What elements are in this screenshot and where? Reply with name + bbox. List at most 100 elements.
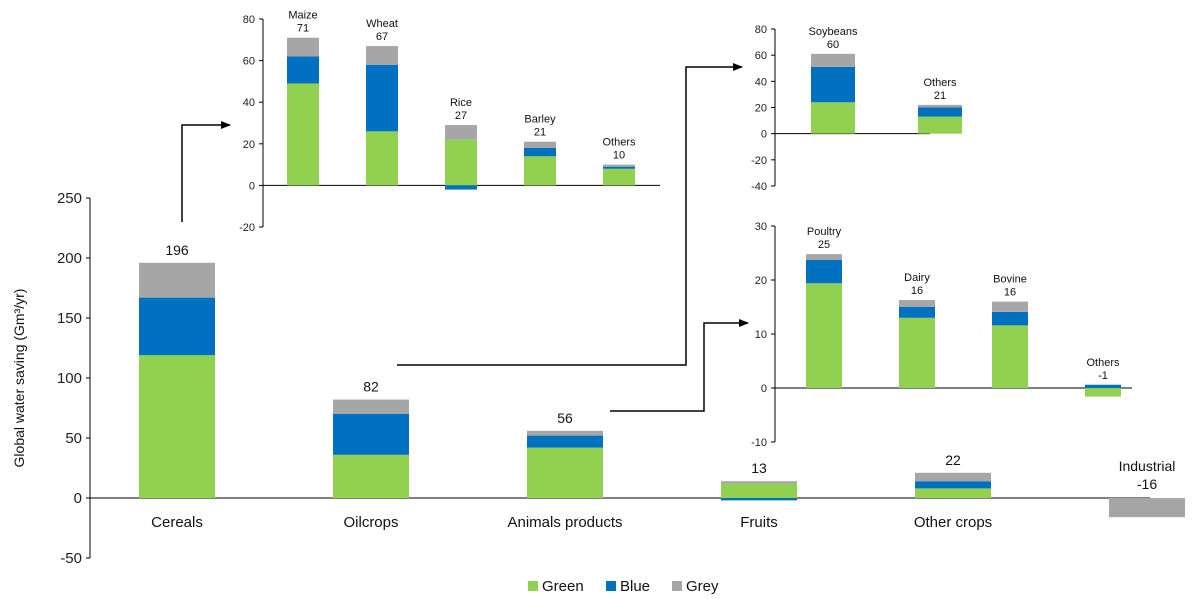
cereals-bar-others-green xyxy=(603,168,635,186)
arrow-cereals xyxy=(181,121,231,222)
main-bar-oilcrops-green xyxy=(333,454,409,498)
cereals-y-tick-label: 80 xyxy=(243,14,255,26)
legend: Green Blue Grey xyxy=(528,578,719,595)
main-y-tick-label: 0 xyxy=(74,490,82,507)
main-bar-fruits-blue xyxy=(721,498,797,501)
oilcrops-bar-others-blue xyxy=(918,107,962,117)
main-category-label: Fruits xyxy=(740,514,778,531)
animals-bar-poultry-green xyxy=(806,283,842,388)
cereals-bar-others-grey xyxy=(603,164,635,167)
legend-label-green: Green xyxy=(542,578,584,595)
oilcrops-bar-soybeans-blue xyxy=(811,66,855,103)
animals-bar-others-blue xyxy=(1085,384,1121,388)
main-bar-fruits-grey xyxy=(721,481,797,484)
animals-bar-bovine-green xyxy=(992,325,1028,388)
oilcrops-y-tick-label: 60 xyxy=(755,50,767,62)
oilcrops-y-tick-label: 0 xyxy=(761,129,767,141)
cereals-value-label: 67 xyxy=(376,31,388,43)
animals-y-tick-label: 30 xyxy=(755,221,767,233)
animals-value-label: 16 xyxy=(911,285,923,297)
animals-bar-dairy-blue xyxy=(899,307,935,318)
cereals-bar-wheat-blue xyxy=(366,64,398,132)
legend-label-blue: Blue xyxy=(620,578,650,595)
cereals-y-tick-label: 20 xyxy=(243,139,255,151)
main-bar-animals-products-green xyxy=(527,447,603,498)
cereals-category-label: Maize xyxy=(288,10,317,22)
cereals-y-tick-label: 0 xyxy=(249,180,255,192)
cereals-category-label: Barley xyxy=(524,114,556,126)
animals-bar-bovine-blue xyxy=(992,311,1028,326)
main-value-label: 13 xyxy=(751,460,767,476)
main-value-label: 82 xyxy=(363,379,379,395)
cereals-bar-wheat-green xyxy=(366,131,398,186)
legend-swatch-blue xyxy=(606,581,616,591)
oilcrops-y-tick-label: 40 xyxy=(755,76,767,88)
main-category-label: Animals products xyxy=(507,514,622,531)
main-category-label: Oilcrops xyxy=(343,514,398,531)
oilcrops-bar-others-grey xyxy=(918,104,962,108)
cereals-bar-wheat-grey xyxy=(366,46,398,65)
arrow-oilcrops xyxy=(397,63,743,366)
main-bar-other-crops-blue xyxy=(915,481,991,489)
cereals-category-label: Others xyxy=(602,137,636,149)
oilcrops-value-label: 60 xyxy=(827,39,839,51)
cereals-bar-maize-green xyxy=(287,83,319,186)
y-axis-label: Global water saving (Gm³/yr) xyxy=(11,289,27,468)
main-y-tick-label: 250 xyxy=(57,190,82,207)
animals-value-label: 16 xyxy=(1004,287,1016,299)
cereals-value-label: 27 xyxy=(455,110,467,122)
oilcrops-category-label: Soybeans xyxy=(809,26,858,38)
main-y-tick-label: 150 xyxy=(57,310,82,327)
oilcrops-bar-soybeans-grey xyxy=(811,53,855,67)
animals-value-label: -1 xyxy=(1098,370,1108,382)
cereals-y-tick-label: 60 xyxy=(243,56,255,68)
oilcrops-y-tick-label: 80 xyxy=(755,24,767,36)
oilcrops-value-label: 21 xyxy=(934,90,946,102)
cereals-y-tick-label: 40 xyxy=(243,97,255,109)
cereals-category-label: Wheat xyxy=(366,18,398,30)
main-category-label: Other crops xyxy=(914,514,992,531)
cereals-bar-maize-blue xyxy=(287,56,319,84)
main-y-tick-label: 200 xyxy=(57,250,82,267)
main-category-label: Cereals xyxy=(151,514,203,531)
main-bar-other-crops-grey xyxy=(915,472,991,482)
cereals-value-label: 71 xyxy=(297,23,309,35)
cereals-y-tick-label: -20 xyxy=(239,222,255,234)
main-y-tick-label: -50 xyxy=(60,550,82,567)
main-chart: -50050100150200250196Cereals82Oilcrops56… xyxy=(57,190,1185,567)
animals-bar-dairy-green xyxy=(899,317,935,388)
cereals-bar-rice-grey xyxy=(445,125,477,140)
cereals-bar-rice-blue xyxy=(445,185,477,190)
cereals-bar-others-blue xyxy=(603,166,635,169)
cereals-value-label: 10 xyxy=(613,150,625,162)
oilcrops-y-tick-label: -20 xyxy=(751,155,767,167)
oilcrops-y-tick-label: 20 xyxy=(755,103,767,115)
animals-category-label: Others xyxy=(1086,357,1120,369)
legend-swatch-grey xyxy=(672,581,682,591)
main-bar-oilcrops-grey xyxy=(333,399,409,414)
cereals-value-label: 21 xyxy=(534,127,546,139)
animals-y-tick-label: 20 xyxy=(755,275,767,287)
main-bar-other-crops-green xyxy=(915,488,991,498)
main-value-label: 56 xyxy=(557,410,573,426)
industrial-value-label: -16 xyxy=(1137,476,1157,492)
arrow-animals xyxy=(610,319,749,412)
cereals-bar-barley-green xyxy=(524,156,556,186)
main-bar-cereals-grey xyxy=(139,262,215,298)
animals-bar-dairy-grey xyxy=(899,299,935,307)
cereals-bar-maize-grey xyxy=(287,37,319,57)
main-bar-cereals-blue xyxy=(139,297,215,356)
animals-category-label: Bovine xyxy=(993,274,1027,286)
main-bar-oilcrops-blue xyxy=(333,414,409,455)
animals-value-label: 25 xyxy=(818,239,830,251)
cereals-bar-barley-grey xyxy=(524,141,556,148)
animals-y-tick-label: 10 xyxy=(755,329,767,341)
oilcrops-bar-others-green xyxy=(918,116,962,134)
oilcrops-category-label: Others xyxy=(923,77,957,89)
legend-label-grey: Grey xyxy=(686,578,719,595)
animals-bar-bovine-grey xyxy=(992,301,1028,312)
